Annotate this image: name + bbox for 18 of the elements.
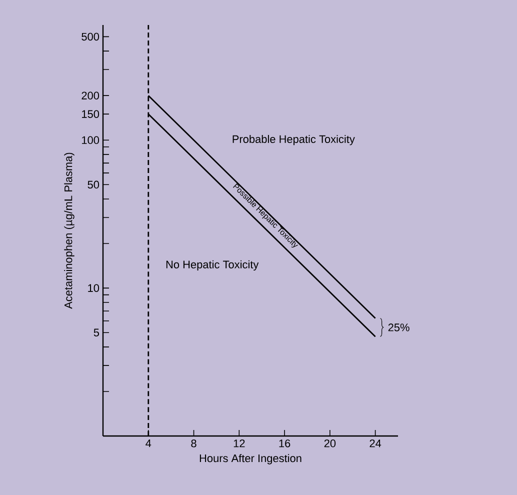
y-axis-title: Acetaminophen (µg/mL Plasma) (64, 152, 74, 309)
y-tick-label: 5 (94, 328, 100, 336)
x-tick-label: 16 (279, 440, 290, 448)
x-tick-label: 24 (370, 440, 382, 448)
y-tick-label: 10 (88, 284, 100, 292)
y-tick-label: 50 (88, 180, 100, 189)
annotation: No Hepatic Toxicity (166, 260, 259, 271)
x-axis-title: Hours After Ingestion (200, 454, 302, 464)
x-tick-label: 8 (191, 440, 196, 448)
y-tick-label: 100 (82, 136, 100, 144)
y-tick-label: 150 (82, 110, 100, 118)
y-tick-label: 200 (82, 92, 100, 100)
x-tick-label: 12 (234, 440, 245, 448)
x-tick-label: 20 (324, 440, 336, 448)
annotation: 25% (388, 324, 410, 332)
x-tick-label: 4 (146, 440, 152, 448)
y-tick-label: 500 (82, 32, 100, 41)
annotation: Probable Hepatic Toxicity (232, 134, 355, 146)
